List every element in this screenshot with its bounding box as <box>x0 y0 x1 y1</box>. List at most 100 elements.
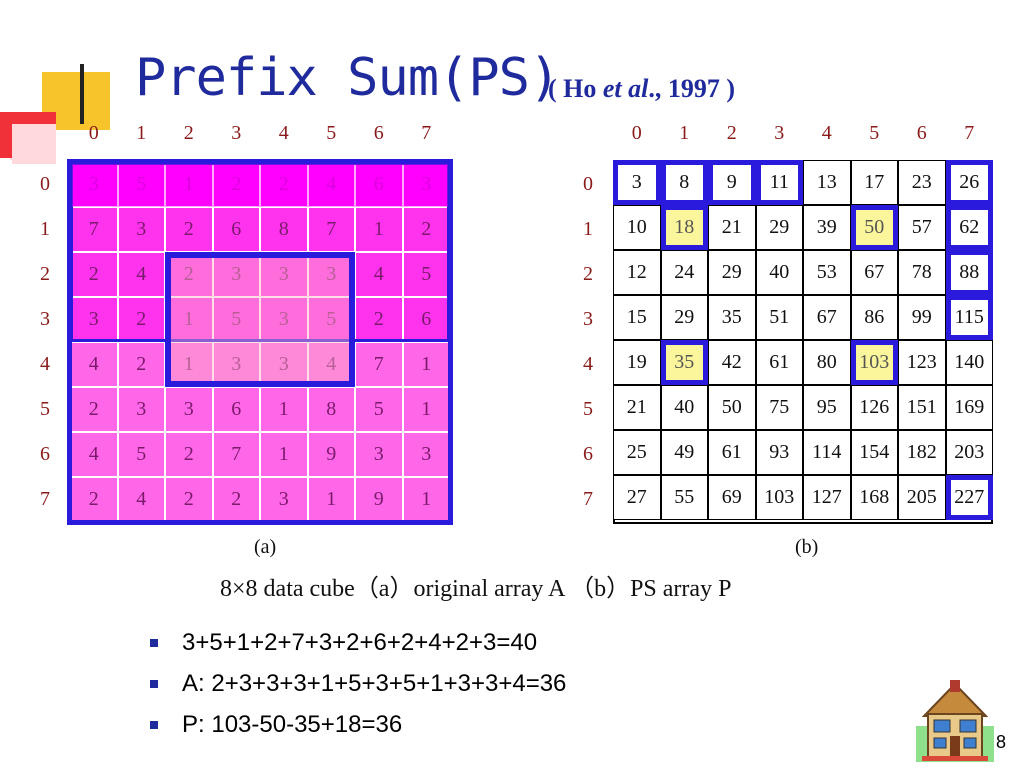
array-p-cell: 39 <box>803 205 851 250</box>
array-p-cell: 19 <box>613 340 661 385</box>
bullet-icon <box>150 679 158 688</box>
col-label-b-4: 4 <box>821 122 832 144</box>
p-cell-highlight-box <box>945 205 993 250</box>
array-p-cell: 29 <box>708 250 756 295</box>
row-label-a-3: 3 <box>40 307 50 330</box>
array-p-cell: 29 <box>660 295 708 340</box>
array-p-cell: 17 <box>850 160 898 205</box>
array-a-cell: 5 <box>402 252 450 297</box>
col-label-b-5: 5 <box>869 122 880 144</box>
row-label-b-7: 7 <box>583 487 593 510</box>
array-p-cell: 123 <box>898 340 946 385</box>
col-label-a-0: 0 <box>88 122 99 144</box>
array-a-cell: 2 <box>165 477 213 522</box>
col-label-b-1: 1 <box>679 122 690 144</box>
array-a-cell: 2 <box>212 162 260 207</box>
array-p-cell: 57 <box>898 205 946 250</box>
col-label-b-0: 0 <box>631 122 642 144</box>
array-p-cell: 126 <box>850 385 898 430</box>
figure-caption: 8×8 data cube（a）original array A （b）PS a… <box>220 576 732 602</box>
subcaption-a: (a) <box>254 536 277 558</box>
array-p-cell: 103 <box>755 475 803 520</box>
array-a-cell: 6 <box>212 387 260 432</box>
array-p-cell: 9 <box>708 160 756 205</box>
array-a-cell: 6 <box>355 162 403 207</box>
array-p-cell: 49 <box>660 430 708 475</box>
array-p-cell: 8 <box>660 160 708 205</box>
array-a-cell: 4 <box>117 252 165 297</box>
array-p-cell: 127 <box>803 475 851 520</box>
array-a-cell: 2 <box>165 252 213 297</box>
array-a-cell: 1 <box>260 387 308 432</box>
array-a-cell: 3 <box>355 432 403 477</box>
array-a-cell: 3 <box>117 207 165 252</box>
array-p-cell: 86 <box>850 295 898 340</box>
p-cell-highlight-box <box>945 295 993 340</box>
array-a-cell: 4 <box>355 252 403 297</box>
col-label-b-7: 7 <box>964 122 975 144</box>
array-p-cell: 12 <box>613 250 661 295</box>
house-icon[interactable] <box>914 680 996 764</box>
array-p-cell: 61 <box>708 430 756 475</box>
array-p-cell: 55 <box>660 475 708 520</box>
row-label-b-6: 6 <box>583 442 593 465</box>
col-label-a-3: 3 <box>231 122 242 144</box>
array-a-cell: 4 <box>117 477 165 522</box>
array-p-cell: 154 <box>850 430 898 475</box>
col-label-b-3: 3 <box>774 122 785 144</box>
array-a-cell: 7 <box>212 432 260 477</box>
array-p-cell: 151 <box>898 385 946 430</box>
array-p-cell: 10 <box>613 205 661 250</box>
array-p-cell: 140 <box>945 340 993 385</box>
col-label-a-6: 6 <box>373 122 384 144</box>
array-p-cell: 88 <box>945 250 993 295</box>
array-a-cell: 4 <box>307 162 355 207</box>
row-label-b-1: 1 <box>583 217 593 240</box>
array-a-cell: 3 <box>70 297 118 342</box>
row-label-b-0: 0 <box>583 172 593 195</box>
array-a-cell: 2 <box>355 297 403 342</box>
array-p-cell: 40 <box>660 385 708 430</box>
array-a-cell: 5 <box>355 387 403 432</box>
array-p-cell: 114 <box>803 430 851 475</box>
col-label-a-4: 4 <box>278 122 289 144</box>
array-a-cell: 2 <box>70 252 118 297</box>
array-a-cell: 2 <box>212 477 260 522</box>
array-p-cell: 24 <box>660 250 708 295</box>
array-a-cell: 2 <box>70 387 118 432</box>
row-label-a-7: 7 <box>40 487 50 510</box>
array-a-cell: 2 <box>165 207 213 252</box>
array-p-cell: 50 <box>708 385 756 430</box>
row-label-a-6: 6 <box>40 442 50 465</box>
array-p-cell: 67 <box>850 250 898 295</box>
decor-pink-inner <box>12 124 56 164</box>
array-p-cell: 35 <box>708 295 756 340</box>
p-cell-highlight-box <box>945 250 993 295</box>
title-citation: ( Ho et al., 1997 ) <box>548 74 736 103</box>
array-p-cell: 23 <box>898 160 946 205</box>
bullet-item: P: 103-50-35+18=36 <box>150 704 566 745</box>
array-a-cell: 3 <box>260 477 308 522</box>
array-p-cell: 93 <box>755 430 803 475</box>
col-label-a-7: 7 <box>421 122 432 144</box>
array-a-cell: 1 <box>260 432 308 477</box>
array-a-cell: 8 <box>307 387 355 432</box>
array-p-cell: 205 <box>898 475 946 520</box>
array-a-cell: 3 <box>260 342 308 387</box>
bullet-item: 3+5+1+2+7+3+2+6+2+4+2+3=40 <box>150 622 566 663</box>
array-a-cell: 9 <box>355 477 403 522</box>
p-cell-highlight-box <box>708 160 756 205</box>
region-row-0 <box>70 162 450 207</box>
p-cell-highlight-box <box>945 160 993 205</box>
p-cell-highlight-box <box>660 340 708 385</box>
slide-title: Prefix Sum(PS) <box>135 48 560 108</box>
array-p-cell: 169 <box>945 385 993 430</box>
array-a-cell: 1 <box>402 477 450 522</box>
row-label-a-0: 0 <box>40 172 50 195</box>
row-label-a-4: 4 <box>40 352 50 375</box>
array-p-cell: 25 <box>613 430 661 475</box>
array-p-cell: 42 <box>708 340 756 385</box>
bullet-icon <box>150 720 158 729</box>
array-a-cell: 3 <box>165 387 213 432</box>
region-rows-2-4-cols-2-5 <box>165 252 355 387</box>
